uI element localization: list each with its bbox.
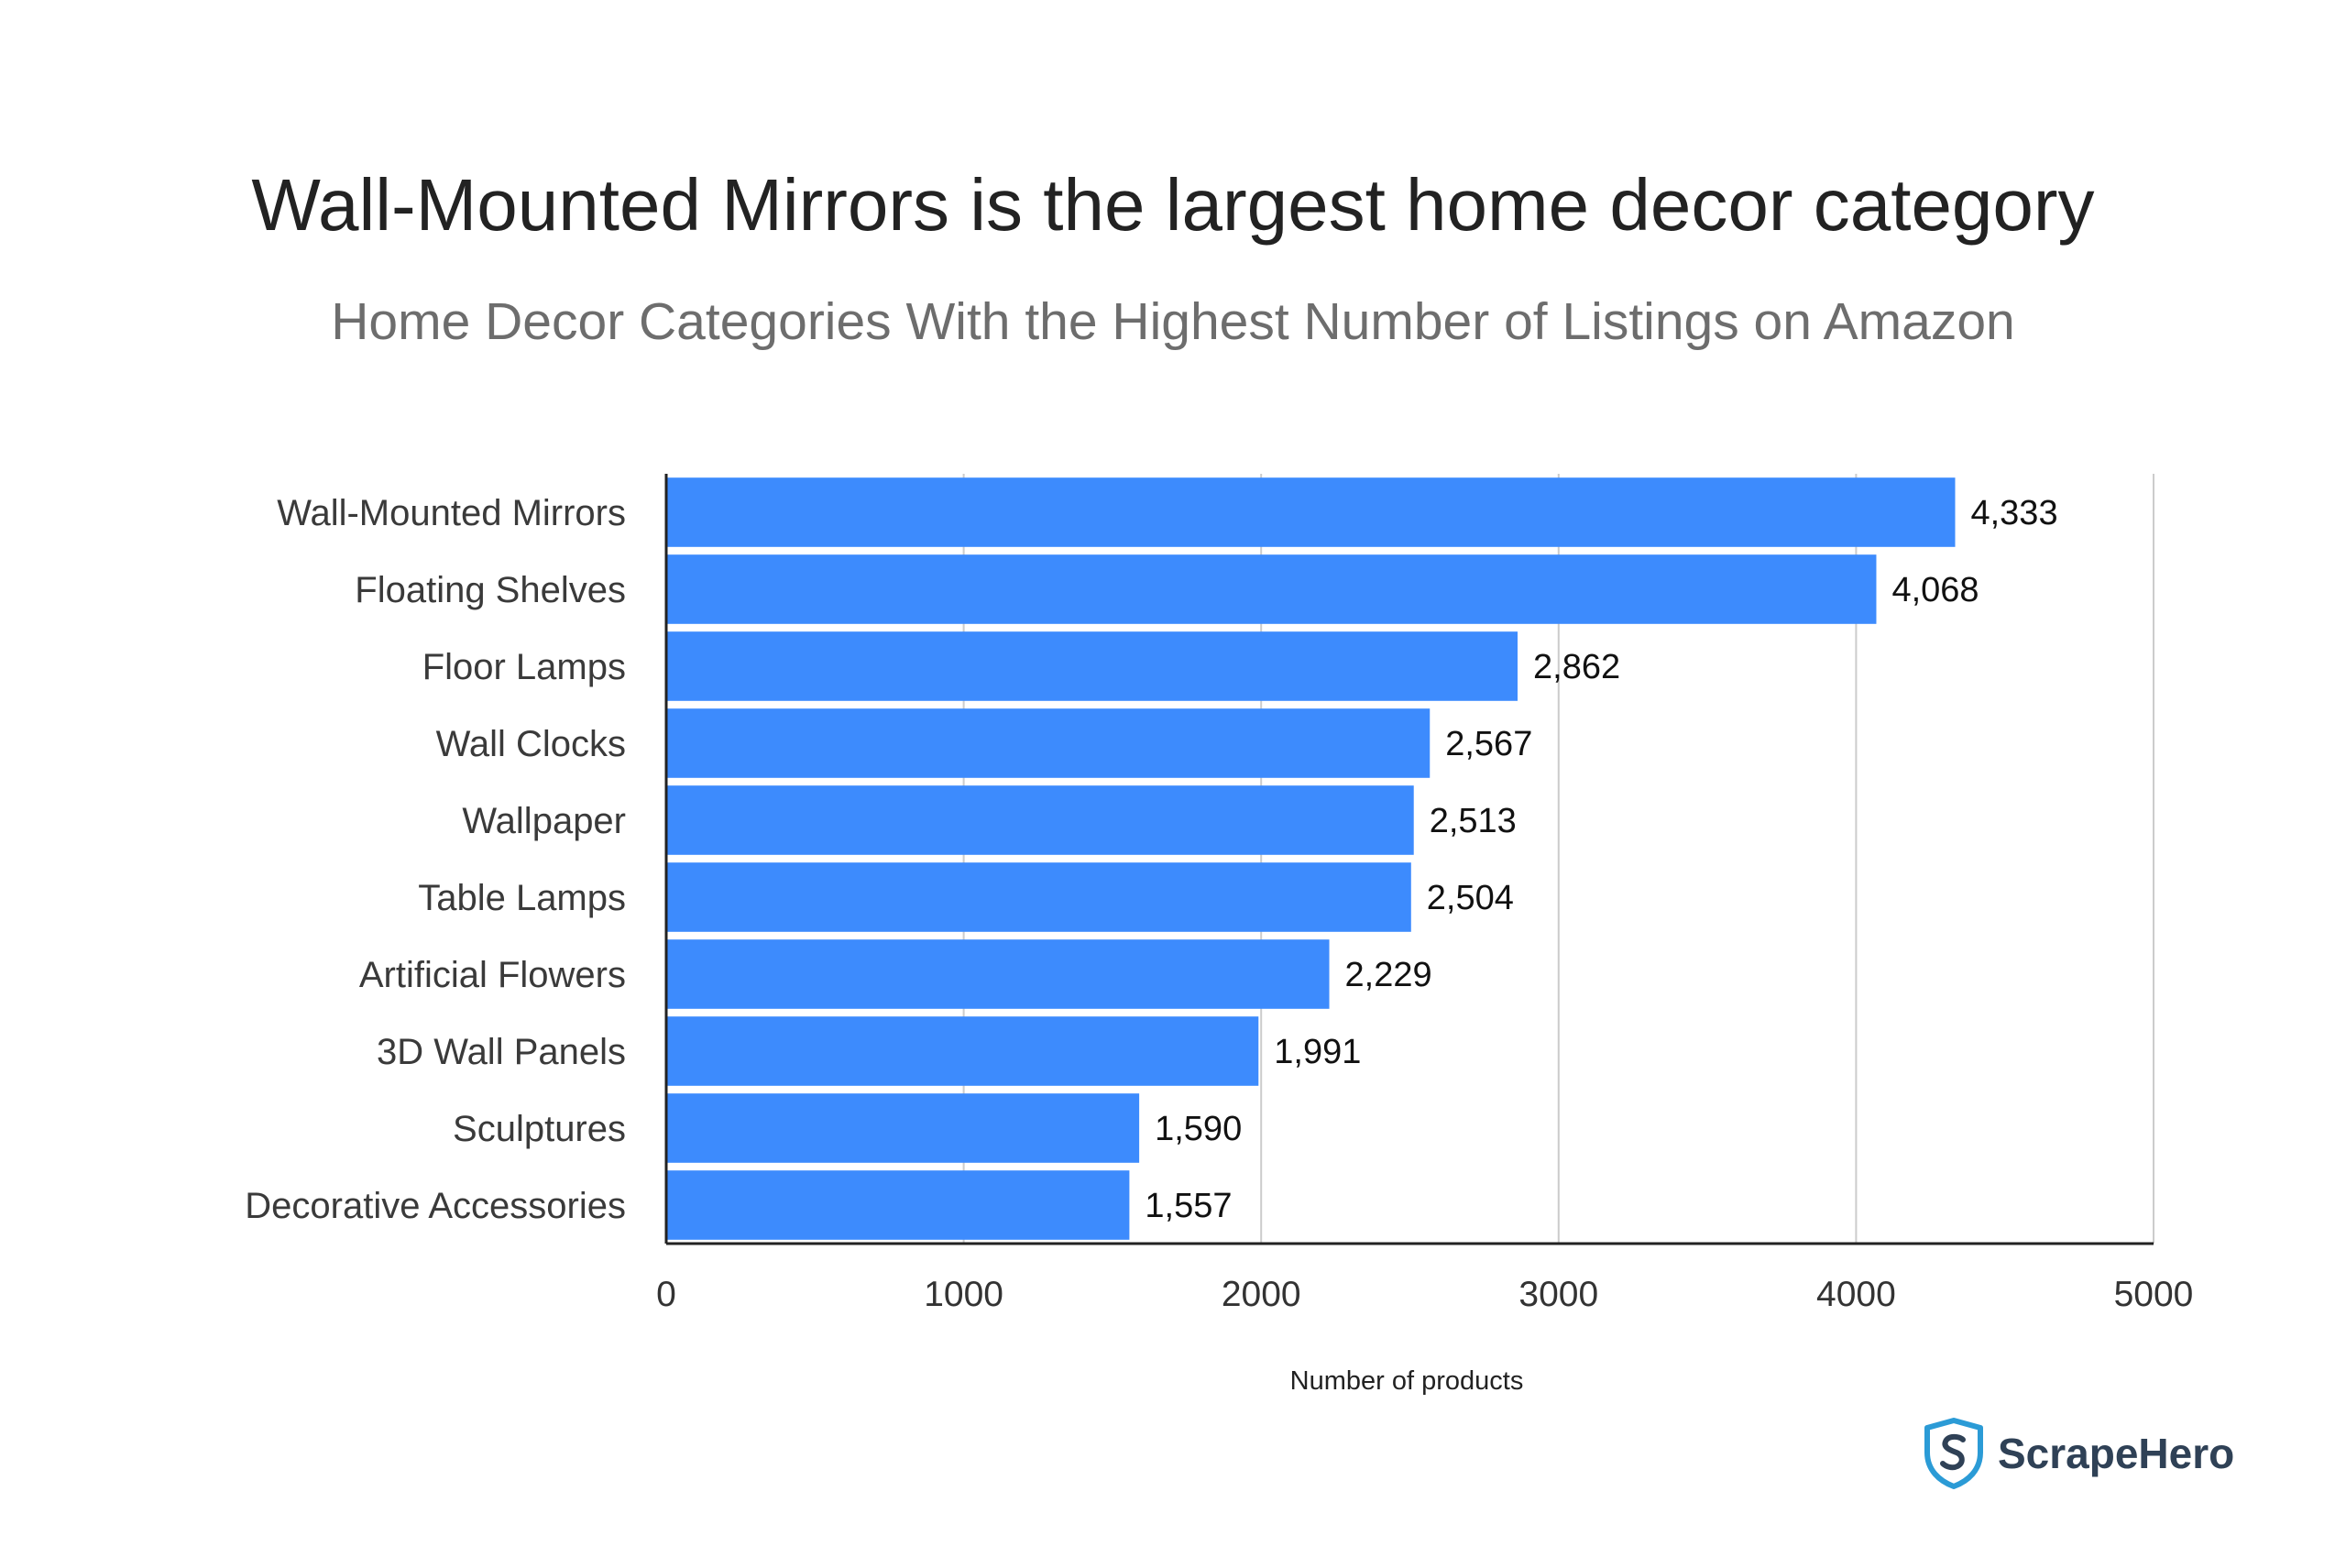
chart-subtitle: Home Decor Categories With the Highest N…: [331, 292, 2015, 351]
category-label-1: Floating Shelves: [355, 570, 626, 610]
category-label-5: Table Lamps: [418, 878, 626, 918]
bars: [666, 477, 1956, 1240]
category-label-7: 3D Wall Panels: [377, 1032, 626, 1072]
value-labels: 4,333 4,068 2,862 2,567 2,513 2,504 2,229 1,991…: [1145, 494, 2057, 1225]
bar-8: [666, 1093, 1140, 1163]
bar-2: [666, 631, 1518, 701]
bar-5: [666, 862, 1411, 932]
x-tick-label-3: 3000: [1518, 1275, 1598, 1314]
bar-6: [666, 939, 1330, 1009]
category-labels: Wall-Mounted Mirrors Floating Shelves Floo…: [245, 493, 626, 1226]
value-label-9: 1,557: [1145, 1187, 1232, 1225]
x-tick-label-2: 2000: [1222, 1275, 1301, 1314]
x-tick-label-5: 5000: [2114, 1275, 2194, 1314]
value-label-1: 4,068: [1891, 571, 1979, 609]
x-tick-label-4: 4000: [1816, 1275, 1896, 1314]
scrapehero-logo: ScrapeHero: [1923, 1417, 2234, 1490]
category-label-3: Wall Clocks: [436, 724, 626, 764]
bar-4: [666, 785, 1414, 855]
category-label-0: Wall-Mounted Mirrors: [277, 493, 626, 533]
axes: [664, 474, 2154, 1245]
category-label-4: Wallpaper: [462, 801, 626, 841]
category-label-9: Decorative Accessories: [245, 1186, 626, 1226]
category-label-2: Floor Lamps: [422, 647, 626, 687]
bar-9: [666, 1170, 1130, 1240]
bar-1: [666, 554, 1877, 624]
value-label-4: 2,513: [1430, 802, 1517, 840]
x-tick-label-1: 1000: [924, 1275, 1003, 1314]
value-label-2: 2,862: [1533, 648, 1620, 686]
bar-3: [666, 708, 1431, 778]
value-label-7: 1,991: [1274, 1033, 1361, 1071]
chart-title: Wall-Mounted Mirrors is the largest home…: [251, 164, 2095, 246]
category-label-6: Artificial Flowers: [359, 955, 626, 995]
value-label-0: 4,333: [1970, 494, 2057, 532]
bar-7: [666, 1016, 1259, 1086]
x-tick-label-0: 0: [656, 1275, 676, 1314]
value-label-6: 2,229: [1345, 956, 1432, 994]
x-tick-labels: 0 1000 2000 3000 4000 5000: [656, 1275, 2193, 1314]
category-label-8: Sculptures: [453, 1109, 626, 1149]
value-label-8: 1,590: [1155, 1110, 1242, 1148]
value-label-5: 2,504: [1427, 879, 1514, 917]
logo-text: ScrapeHero: [1998, 1430, 2235, 1477]
bar-0: [666, 477, 1956, 547]
value-label-3: 2,567: [1445, 725, 1532, 763]
shield-s-icon: [1924, 1418, 1983, 1489]
x-axis-label: Number of products: [1290, 1366, 1524, 1396]
